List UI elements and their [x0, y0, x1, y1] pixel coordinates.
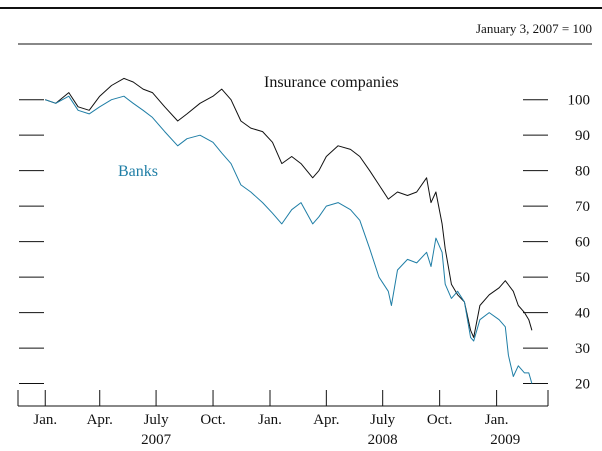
series-label-insurance: Insurance companies: [264, 74, 399, 91]
x-tick-label: July: [144, 412, 170, 428]
x-tick-label: Apr.: [87, 412, 113, 428]
y-tick-label: 50: [575, 270, 590, 286]
year-label: 2008: [368, 432, 398, 448]
year-label: 2007: [141, 432, 172, 448]
x-tick-label: July: [370, 412, 396, 428]
x-tick-label: Jan.: [485, 412, 509, 428]
y-tick-label: 80: [575, 164, 590, 180]
x-axis: Jan. Apr. July Oct. Jan. Apr. July Oct. Jan. 2007…: [17, 390, 549, 448]
y-tick-label: 70: [575, 199, 590, 215]
y-tick-group: 20 30 40 50 60 70 80 90 100: [19, 93, 590, 393]
insurance-companies-line: [45, 77, 533, 338]
y-tick-label: 40: [575, 306, 590, 322]
x-tick-label: Jan.: [258, 412, 282, 428]
y-tick-label: 60: [575, 235, 590, 251]
banks-line: [45, 95, 533, 384]
y-tick-label: 100: [568, 93, 591, 109]
y-tick-label: 30: [575, 341, 590, 357]
x-tick-label: Oct.: [427, 412, 452, 428]
x-tick-label: Oct.: [200, 412, 225, 428]
series-group: [45, 77, 533, 384]
year-label: 2009: [490, 432, 520, 448]
series-label-banks: Banks: [118, 163, 158, 180]
index-note: January 3, 2007 = 100: [476, 21, 592, 36]
x-tick-label: Apr.: [313, 412, 339, 428]
y-tick-label: 20: [575, 377, 590, 393]
x-tick-label: Jan.: [33, 412, 57, 428]
y-tick-label: 90: [575, 128, 590, 144]
